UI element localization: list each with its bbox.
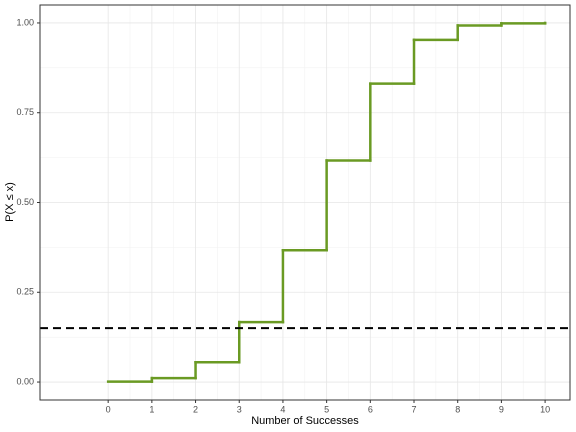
x-tick-label: 8 xyxy=(455,404,460,414)
x-tick-label: 10 xyxy=(540,404,550,414)
y-tick-label: 0.00 xyxy=(16,376,34,386)
x-tick-label: 4 xyxy=(280,404,285,414)
x-tick-label: 3 xyxy=(237,404,242,414)
y-tick-label: 0.75 xyxy=(16,107,34,117)
x-tick-label: 2 xyxy=(193,404,198,414)
y-tick-label: 0.25 xyxy=(16,287,34,297)
y-tick-label: 1.00 xyxy=(16,17,34,27)
x-axis-title: Number of Successes xyxy=(251,415,359,427)
x-tick-label: 7 xyxy=(412,404,417,414)
x-tick-label: 9 xyxy=(499,404,504,414)
panel-border xyxy=(39,4,571,401)
x-tick-label: 1 xyxy=(149,404,154,414)
x-tick-label: 5 xyxy=(324,404,329,414)
x-tick-label: 0 xyxy=(106,404,111,414)
y-axis-title: P(X ≤ x) xyxy=(4,182,16,222)
y-tick-label: 0.50 xyxy=(16,197,34,207)
x-tick-label: 6 xyxy=(368,404,373,414)
